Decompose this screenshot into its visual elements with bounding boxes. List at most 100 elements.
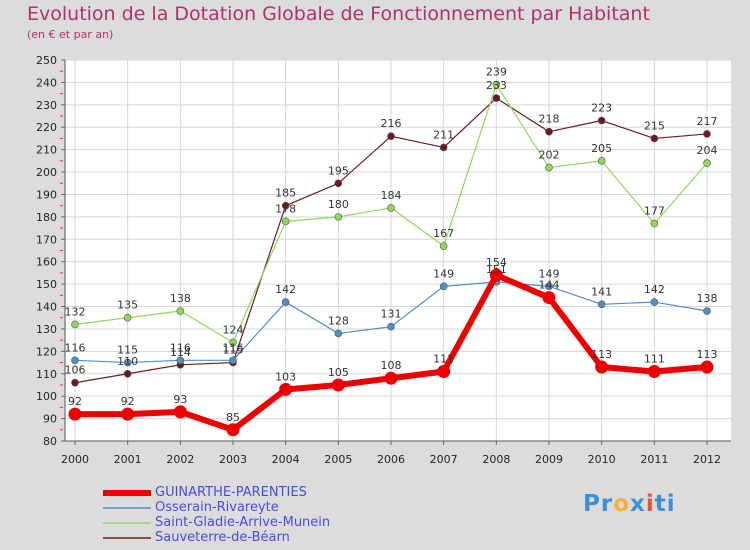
data-point (334, 213, 343, 221)
data-point (439, 282, 448, 291)
data-label: 215 (644, 119, 665, 132)
data-label: 116 (65, 341, 86, 354)
data-point (68, 407, 82, 421)
data-label: 116 (223, 341, 244, 354)
data-point (123, 313, 132, 322)
gridlines (65, 59, 731, 441)
data-point (121, 407, 135, 421)
data-point (545, 163, 553, 172)
data-point (387, 132, 395, 140)
logo-part: Pr (583, 491, 614, 517)
x-tick-label: 2002 (166, 453, 194, 466)
x-tick-label: 2009 (535, 453, 563, 466)
data-label: 132 (65, 305, 86, 318)
data-label: 223 (591, 102, 612, 115)
data-label: 115 (117, 344, 138, 357)
data-label: 177 (644, 205, 665, 218)
legend-swatch (103, 537, 151, 539)
data-point (384, 371, 398, 385)
data-label: 92 (68, 395, 82, 408)
data-point (700, 360, 714, 374)
data-label: 239 (486, 66, 507, 79)
x-tick-label: 2007 (430, 453, 458, 466)
data-label: 154 (486, 256, 507, 269)
data-label: 138 (697, 292, 718, 305)
proxiti-logo: Proxiti (583, 491, 676, 517)
legend-swatch (103, 522, 151, 524)
data-label: 149 (539, 267, 560, 280)
data-point (545, 127, 553, 136)
y-tick-label: 250 (36, 54, 57, 67)
data-label: 151 (486, 263, 507, 276)
y-tick-label: 140 (36, 301, 57, 314)
data-point (226, 423, 240, 437)
data-label: 142 (275, 283, 296, 296)
data-label: 184 (381, 189, 402, 202)
data-point (229, 338, 237, 347)
data-point (703, 130, 711, 138)
data-label: 85 (226, 411, 240, 424)
data-label: 92 (121, 395, 135, 408)
data-label: 142 (644, 283, 665, 296)
legend-label: Osserain-Rivareyte (155, 500, 279, 515)
data-point (437, 365, 451, 379)
data-label: 216 (381, 117, 402, 130)
data-point (597, 116, 606, 125)
data-label: 113 (697, 348, 718, 361)
logo-part: i (645, 491, 655, 517)
data-point (542, 291, 556, 305)
x-tick-label: 2001 (114, 453, 142, 466)
data-label: 115 (223, 344, 244, 357)
data-point (279, 382, 293, 396)
data-label: 116 (170, 341, 191, 354)
y-tick-label: 190 (36, 188, 57, 201)
data-label: 103 (275, 370, 296, 383)
data-point (281, 201, 290, 210)
data-point (123, 358, 132, 367)
data-label: 144 (539, 279, 560, 292)
data-label: 110 (117, 355, 138, 368)
axes: 8090100110120130140150160170180190200210… (36, 54, 731, 466)
data-point (545, 282, 553, 291)
y-tick-label: 170 (36, 233, 57, 246)
y-tick-label: 210 (36, 144, 57, 157)
data-label: 185 (275, 187, 296, 200)
data-point (71, 356, 79, 365)
data-point (334, 179, 343, 188)
data-point (176, 307, 185, 315)
data-label: 141 (591, 285, 612, 298)
data-label: 167 (433, 227, 454, 240)
y-tick-label: 200 (36, 166, 57, 179)
data-point (439, 242, 448, 250)
x-tick-label: 2006 (377, 453, 405, 466)
data-point (489, 268, 503, 282)
data-label: 138 (170, 292, 191, 305)
legend-label: Sauveterre-de-Béarn (155, 530, 290, 545)
data-point (281, 298, 290, 306)
y-tick-label: 150 (36, 278, 57, 291)
data-label: 211 (433, 128, 454, 141)
data-label: 114 (170, 346, 191, 359)
data-point (595, 360, 609, 374)
data-point (703, 159, 711, 167)
legend-swatch (103, 507, 151, 509)
data-point (650, 219, 659, 228)
x-tick-label: 2010 (588, 453, 616, 466)
data-label: 217 (697, 115, 718, 128)
y-tick-label: 120 (36, 345, 57, 358)
y-tick-label: 180 (36, 211, 57, 224)
logo-part: ti (654, 491, 676, 517)
y-tick-label: 130 (36, 323, 57, 336)
y-tick-label: 220 (36, 121, 57, 134)
data-point (703, 307, 711, 315)
data-point (387, 204, 395, 212)
data-label: 108 (381, 359, 402, 372)
chart-subtitle: (en € et par an) (27, 28, 114, 41)
y-tick-label: 80 (43, 435, 57, 448)
data-point (281, 217, 290, 226)
series-lines (68, 80, 714, 437)
legend-swatch (103, 490, 151, 496)
data-label: 106 (65, 364, 86, 377)
